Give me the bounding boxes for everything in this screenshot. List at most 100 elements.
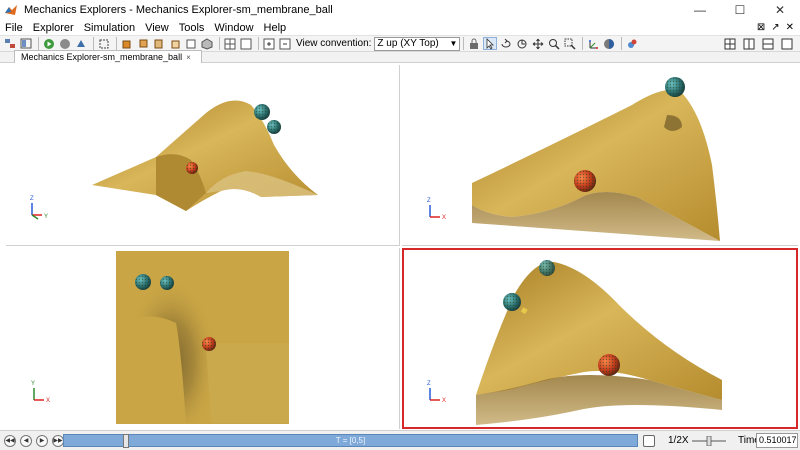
triad-x-label: X [442,215,446,221]
speed-label: 1/2X [668,435,689,446]
pane-icon[interactable] [19,37,33,50]
tab-mechanics-explorer[interactable]: Mechanics Explorer-sm_membrane_ball × [14,50,202,63]
four-view-layout-icon[interactable] [223,37,237,50]
title-bar: Mechanics Explorers - Mechanics Explorer… [0,0,800,20]
render-mode-icon[interactable] [602,37,616,50]
close-button[interactable]: ✕ [774,3,786,17]
menu-view[interactable]: View [145,21,169,34]
pan-icon[interactable] [531,37,545,50]
membrane-surface [476,261,722,400]
matlab-app-icon [5,5,17,15]
playback-bar: ◀◀ ◀ ▶ ▶▶ T = [0,5] 1/2X Time 0.510017 [0,430,800,450]
skip-back-icon[interactable]: ◀◀ [4,434,16,447]
layout-four-icon[interactable] [723,37,737,50]
play-icon[interactable] [42,37,56,50]
split-vertical-icon[interactable] [278,37,292,50]
roll-icon[interactable] [515,37,529,50]
membrane-shadow [136,285,214,423]
zoom-icon[interactable] [547,37,561,50]
view-isometric-icon[interactable] [200,37,214,50]
menu-explorer[interactable]: Explorer [32,21,74,34]
view-top-icon[interactable] [184,37,198,50]
tab-close-icon[interactable]: × [186,52,191,62]
axis-triad [429,388,440,401]
viewport-grid: Z Y Z X [6,65,798,429]
membrane-underside [476,375,722,425]
timeline-slider[interactable]: T = [0,5] [63,434,638,448]
close-document-button[interactable]: ✕ [785,22,794,33]
timeline-label: T = [0,5] [335,436,366,445]
step-back-icon[interactable]: ◀ [20,434,32,447]
toolbar-separator [258,37,259,50]
maximize-button[interactable]: ☐ [734,3,746,17]
menu-tools[interactable]: Tools [178,21,205,34]
viewport-side[interactable]: Z X [402,65,798,246]
triad-x-label: X [46,398,50,404]
step-icon[interactable] [74,37,88,50]
toolbar-separator [38,37,39,50]
fit-to-view-icon[interactable] [97,37,111,50]
toolbar-separator [219,37,220,50]
split-horizontal-icon[interactable] [262,37,276,50]
view-back-icon[interactable] [136,37,150,50]
menu-file[interactable]: File [5,21,23,34]
single-view-layout-icon[interactable] [239,37,253,50]
triad-z-label: Z [427,198,431,204]
axis-triad [31,203,42,220]
menu-window[interactable]: Window [214,21,254,34]
playback-settings-icon[interactable] [643,435,655,447]
time-label: Time [738,435,760,446]
tab-label: Mechanics Explorer-sm_membrane_ball [21,52,183,62]
menu-right-controls: ⊠ ↗ ✕ [757,22,800,33]
undock-button[interactable]: ↗ [771,22,780,33]
viewport-isometric[interactable]: Z Y [6,65,400,246]
toolbar-separator [93,37,94,50]
document-tab-row: Mechanics Explorer-sm_membrane_ball × [0,50,800,63]
view-front-icon[interactable] [120,37,134,50]
play-icon[interactable]: ▶ [36,434,48,447]
triad-y-label: Y [31,381,35,387]
viewport-top[interactable]: Y X [6,248,400,429]
window-title: Mechanics Explorers - Mechanics Explorer… [24,4,333,16]
triad-z-label: Z [30,196,34,202]
viewport-front-selected[interactable]: Z X [402,248,798,429]
toolbar-separator [621,37,623,50]
view-right-icon[interactable] [168,37,182,50]
minimize-button[interactable]: — [694,3,706,17]
view-convention-select[interactable]: Z up (XY Top) ▼ [374,36,461,51]
menu-simulation[interactable]: Simulation [83,21,136,34]
stop-icon[interactable] [58,37,72,50]
membrane-underside [472,192,720,241]
axis-triad [429,205,440,218]
lock-view-icon[interactable] [467,37,481,50]
settings-icon[interactable] [625,37,639,50]
triad-x-label: X [442,398,446,404]
membrane-underside [206,171,318,197]
time-field[interactable]: 0.510017 [756,433,798,448]
rotate-icon[interactable] [499,37,513,50]
frames-icon[interactable] [586,37,600,50]
view-convention-value: Z up (XY Top) [377,38,439,49]
menu-help[interactable]: Help [263,21,287,34]
toolbar-separator [463,37,465,50]
timeline-thumb[interactable] [123,434,129,448]
menu-bar: File Explorer Simulation View Tools Wind… [0,20,800,35]
triad-z-label: Z [427,381,431,387]
speed-slider[interactable] [690,436,728,446]
toolbar-separator [116,37,117,50]
toolbar-separator [582,37,584,50]
tree-icon[interactable] [3,37,17,50]
layout-columns-icon[interactable] [742,37,756,50]
layout-rows-icon[interactable] [761,37,775,50]
chevron-down-icon: ▼ [449,38,458,48]
view-convention-label: View convention: [296,38,372,49]
undock-all-button[interactable]: ⊠ [756,22,766,33]
select-pointer-icon[interactable] [483,37,498,50]
layout-single-icon[interactable] [780,37,794,50]
axis-triad [33,388,44,401]
membrane-surface [472,89,720,241]
layout-buttons [723,37,800,50]
zoom-box-icon[interactable] [563,37,577,50]
triad-y-label: Y [44,214,48,220]
view-left-icon[interactable] [152,37,166,50]
